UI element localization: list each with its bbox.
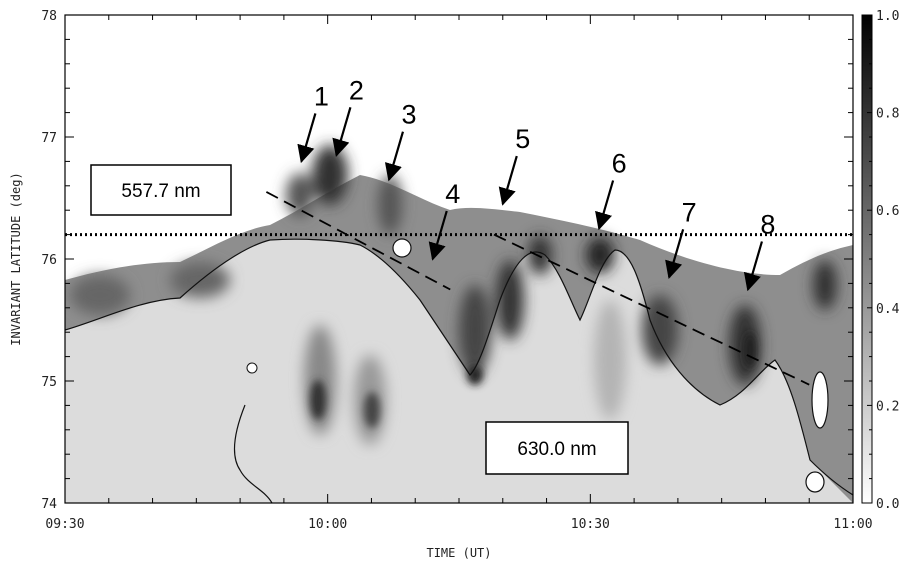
colorbar-tick-label: 1.0 xyxy=(876,9,899,24)
x-tick-label: 10:30 xyxy=(571,517,610,532)
arrow-number-label: 5 xyxy=(515,124,530,154)
trend-dashed-line xyxy=(265,191,451,291)
annotation-arrow xyxy=(428,210,448,261)
arrow-number-label: 6 xyxy=(612,149,627,179)
emission-label: 557.7 nm xyxy=(121,181,200,202)
annotation-arrow xyxy=(297,113,317,164)
emission-label: 630.0 nm xyxy=(517,439,596,460)
arrow-number-label: 1 xyxy=(314,81,329,111)
annotation-arrow xyxy=(595,180,615,231)
emission-label-box xyxy=(90,164,232,216)
colorbar-tick-label: 0.8 xyxy=(876,107,899,122)
colorbar-tick-label: 0.0 xyxy=(876,497,899,512)
y-tick-label: 77 xyxy=(41,131,57,146)
trend-dashed-line xyxy=(493,233,810,386)
x-tick-label: 11:00 xyxy=(833,517,872,532)
annotation-arrow xyxy=(743,241,763,292)
annotation-arrow xyxy=(665,228,685,279)
annotation-arrow xyxy=(384,131,405,182)
x-tick-label: 10:00 xyxy=(308,517,347,532)
annotation-layer: 1 2 3 4 5 6 7 8 557.7 nm 630.0 nm xyxy=(65,75,853,475)
intensity-field xyxy=(65,15,853,503)
colorbar-tick-label: 0.2 xyxy=(876,399,899,414)
arrow-number-label: 4 xyxy=(445,179,460,209)
arrow-number-label: 3 xyxy=(401,100,416,130)
y-tick-label: 78 xyxy=(41,9,57,24)
x-axis-title: TIME (UT) xyxy=(426,546,491,560)
annotation-arrow xyxy=(332,106,352,157)
x-tick-label: 09:30 xyxy=(45,517,84,532)
y-tick-label: 74 xyxy=(41,497,57,512)
arrow-number-label: 8 xyxy=(760,210,775,240)
colorbar-tick-label: 0.6 xyxy=(876,204,899,219)
arrow-number-label: 7 xyxy=(682,197,697,227)
y-tick-label: 75 xyxy=(41,375,57,390)
y-tick-label: 76 xyxy=(41,253,57,268)
annotation-arrow xyxy=(498,155,518,206)
arrow-number-label: 2 xyxy=(349,75,364,105)
y-axis-title: INVARIANT LATITUDE (deg) xyxy=(9,172,23,345)
emission-label-box xyxy=(485,421,629,475)
colorbar: 0.0 0.2 0.4 0.6 0.8 1.0 xyxy=(861,9,900,512)
colorbar-tick-label: 0.4 xyxy=(876,302,900,317)
